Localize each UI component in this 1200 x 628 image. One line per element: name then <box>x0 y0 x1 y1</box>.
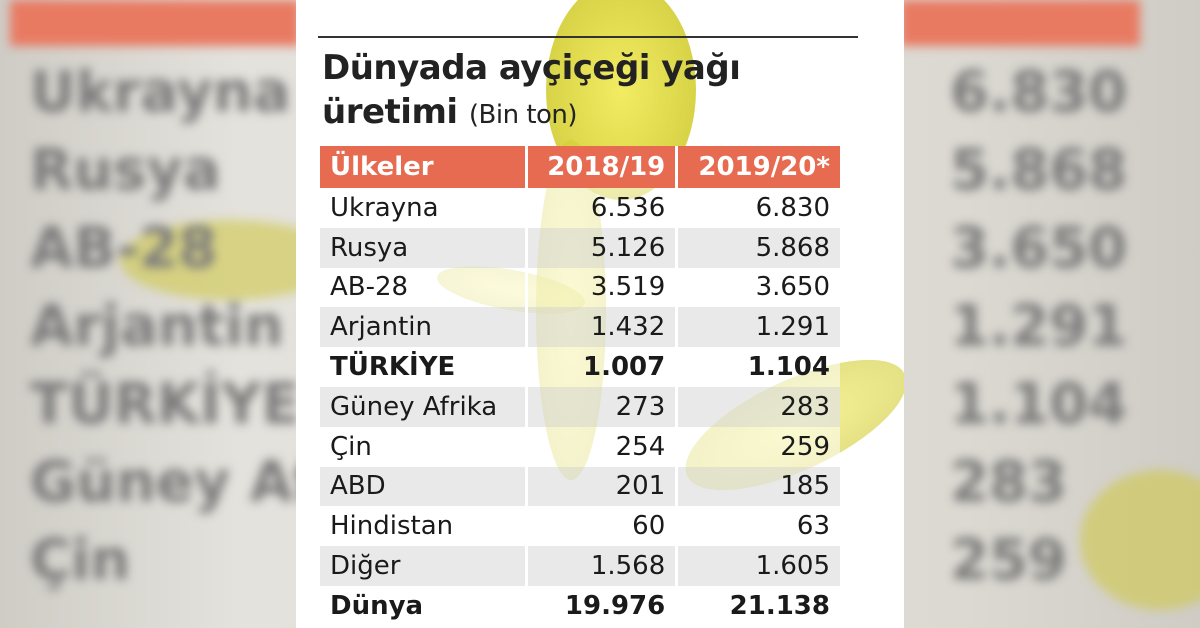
title-text: Dünyada ayçiçeği yağı üretimi <box>322 48 741 132</box>
blurred-row-label: TÜRKİYE <box>30 372 300 437</box>
table-row: Dünya 19.976 21.138 <box>320 585 840 626</box>
country-cell: TÜRKİYE <box>320 347 525 387</box>
country-cell: ABD <box>320 466 525 507</box>
table-row: Ukrayna 6.536 6.830 <box>320 188 840 228</box>
value-2018-19-cell: 3.519 <box>525 267 676 308</box>
blurred-row-value: 5.868 <box>950 138 1128 203</box>
table-header-row: Ülkeler 2018/19 2019/20* <box>320 146 840 188</box>
header-2019-20: 2019/20* <box>675 146 840 188</box>
table-row: TÜRKİYE 1.007 1.104 <box>320 347 840 387</box>
data-table: Ülkeler 2018/19 2019/20* Ukrayna 6.536 6.8… <box>320 146 840 626</box>
blurred-row-label: Ukrayna <box>30 60 291 125</box>
title-rule <box>318 36 858 38</box>
table-row: Güney Afrika 273 283 <box>320 386 840 427</box>
value-2019-20-cell: 5.868 <box>675 227 840 268</box>
value-2018-19-cell: 60 <box>525 506 676 547</box>
value-2018-19-cell: 19.976 <box>525 585 676 626</box>
value-2018-19-cell: 1.007 <box>525 347 676 387</box>
value-2018-19-cell: 1.568 <box>525 546 676 586</box>
value-2019-20-cell: 283 <box>675 386 840 427</box>
blurred-row-value: 6.830 <box>950 60 1128 125</box>
value-2018-19-cell: 201 <box>525 466 676 507</box>
value-2018-19-cell: 273 <box>525 386 676 427</box>
chart-card: Dünyada ayçiçeği yağı üretimi (Bin ton) … <box>296 0 904 628</box>
value-2019-20-cell: 3.650 <box>675 267 840 308</box>
unit-label: (Bin ton) <box>468 100 578 130</box>
country-cell: AB-28 <box>320 267 525 308</box>
table-row: Rusya 5.126 5.868 <box>320 227 840 268</box>
header-countries: Ülkeler <box>320 146 525 188</box>
value-2018-19-cell: 1.432 <box>525 307 676 348</box>
table-row: Diğer 1.568 1.605 <box>320 546 840 586</box>
header-2018-19: 2018/19 <box>525 146 676 188</box>
country-cell: Dünya <box>320 585 525 626</box>
country-cell: Rusya <box>320 227 525 268</box>
value-2019-20-cell: 259 <box>675 426 840 467</box>
value-2019-20-cell: 1.291 <box>675 307 840 348</box>
value-2018-19-cell: 6.536 <box>525 188 676 228</box>
value-2019-20-cell: 1.605 <box>675 546 840 586</box>
value-2019-20-cell: 1.104 <box>675 347 840 387</box>
value-2018-19-cell: 5.126 <box>525 227 676 268</box>
country-cell: Diğer <box>320 546 525 586</box>
country-cell: Arjantin <box>320 307 525 348</box>
table-row: Hindistan 60 63 <box>320 506 840 547</box>
blurred-row-label: Rusya <box>30 138 221 203</box>
table-row: Arjantin 1.432 1.291 <box>320 307 840 348</box>
blurred-row-value: 1.104 <box>950 372 1128 437</box>
country-cell: Güney Afrika <box>320 386 525 427</box>
country-cell: Ukrayna <box>320 188 525 228</box>
value-2018-19-cell: 254 <box>525 426 676 467</box>
blurred-row-value: 3.650 <box>950 216 1128 281</box>
value-2019-20-cell: 21.138 <box>675 585 840 626</box>
blurred-header-right <box>900 0 1140 46</box>
blurred-row-label: AB-28 <box>30 216 218 281</box>
value-2019-20-cell: 6.830 <box>675 188 840 228</box>
value-2019-20-cell: 185 <box>675 466 840 507</box>
country-cell: Çin <box>320 426 525 467</box>
blurred-leaf <box>1080 470 1200 610</box>
value-2019-20-cell: 63 <box>675 506 840 547</box>
blurred-row-value: 1.291 <box>950 294 1128 359</box>
blurred-header-left <box>10 0 300 46</box>
country-cell: Hindistan <box>320 506 525 547</box>
blurred-row-value: 283 <box>950 450 1067 515</box>
blurred-row-label: Çin <box>30 528 131 593</box>
table-row: Çin 254 259 <box>320 426 840 467</box>
blurred-row-value: 259 <box>950 528 1067 593</box>
table-row: AB-28 3.519 3.650 <box>320 267 840 308</box>
chart-title: Dünyada ayçiçeği yağı üretimi (Bin ton) <box>322 46 842 137</box>
table-row: ABD 201 185 <box>320 466 840 507</box>
blurred-row-label: Arjantin <box>30 294 284 359</box>
